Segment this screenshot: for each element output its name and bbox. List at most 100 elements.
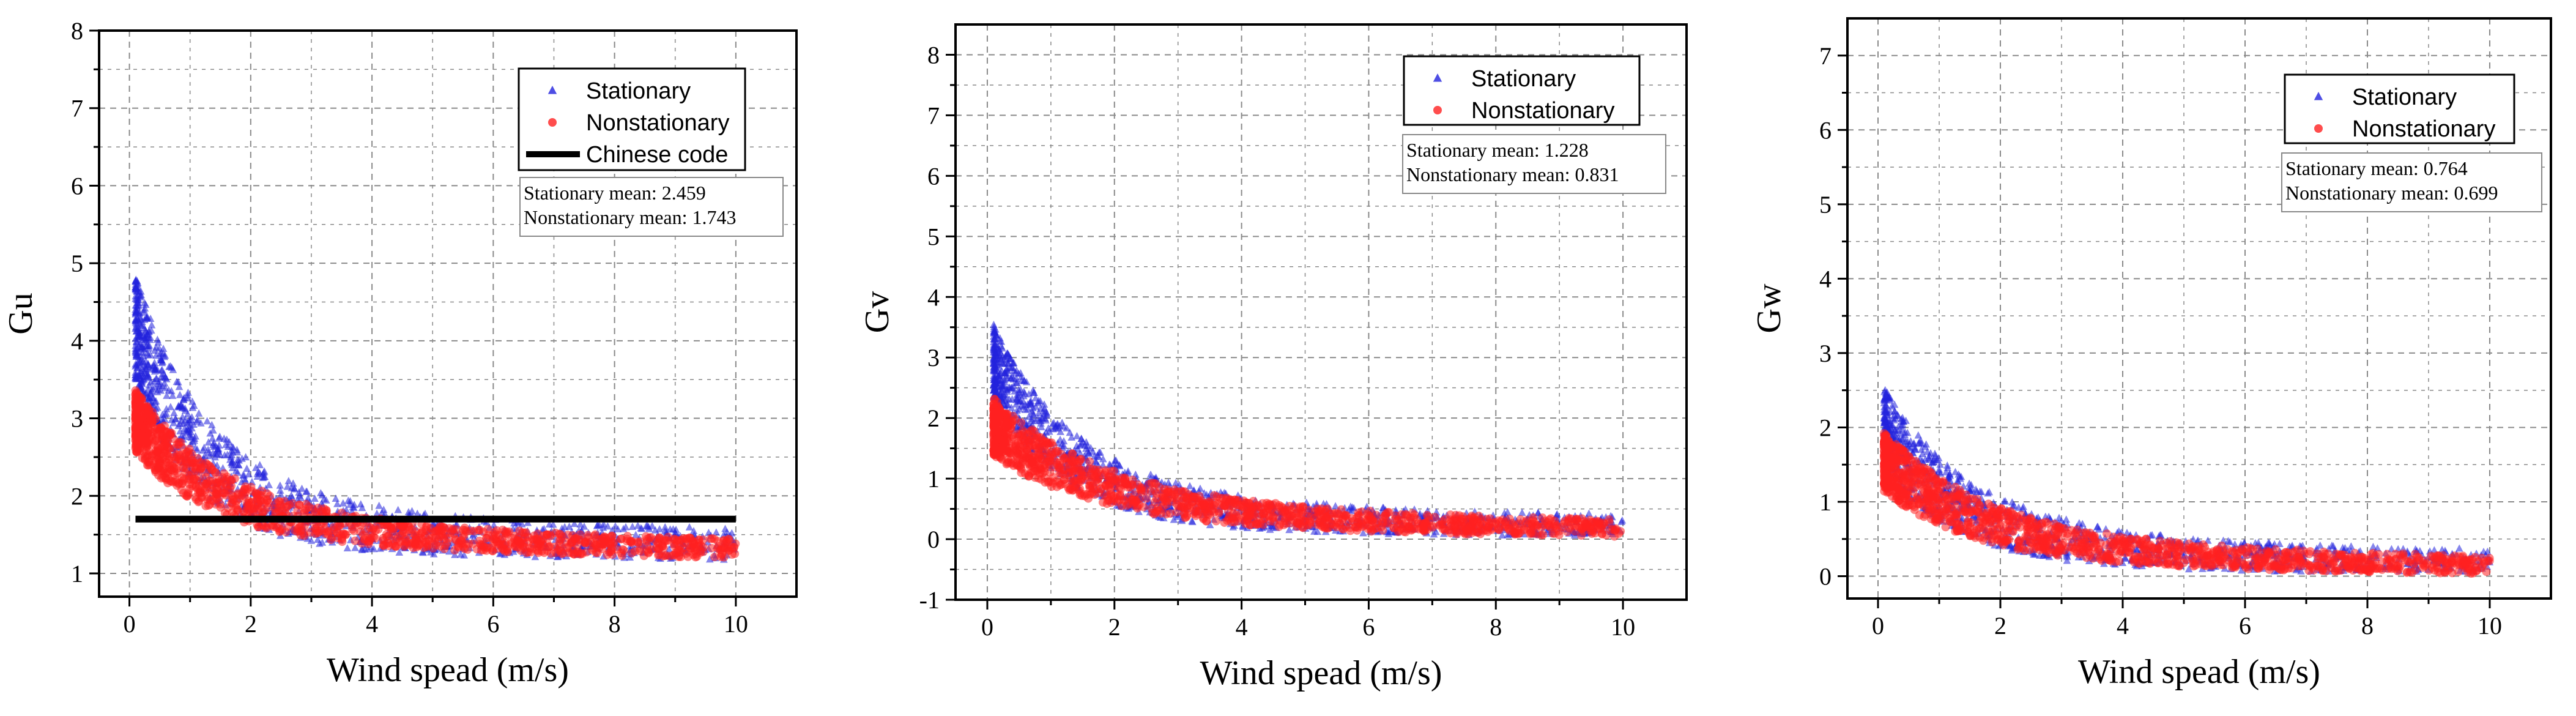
nonstationary-point — [1516, 515, 1525, 524]
nonstationary-point — [213, 479, 222, 488]
stationary-point — [276, 481, 284, 489]
stationary-point — [510, 519, 518, 527]
stationary-point — [228, 460, 236, 468]
nonstationary-point — [1256, 519, 1265, 528]
stationary-point — [240, 471, 248, 479]
stationary-point — [333, 499, 341, 507]
nonstationary-point — [1133, 504, 1142, 513]
nonstationary-point — [437, 526, 447, 535]
stationary-point — [209, 441, 217, 449]
stats-box: Stationary mean: 2.459 Nonstationary mea… — [519, 177, 784, 237]
stationary-point — [379, 505, 388, 513]
nonstationary-point — [133, 414, 143, 423]
stationary-point — [619, 524, 628, 532]
stationary-point — [287, 491, 295, 499]
nonstationary-point — [145, 419, 154, 428]
nonstationary-point — [300, 521, 309, 531]
stationary-point — [144, 334, 152, 341]
stationary-point — [728, 529, 736, 537]
stationary-point — [253, 469, 262, 477]
nonstationary-point — [257, 491, 266, 500]
nonstationary-point — [302, 499, 311, 509]
y-tick-label: 4 — [71, 327, 83, 355]
nonstationary-point — [247, 483, 256, 492]
nonstationary-point — [366, 523, 375, 532]
nonstationary-point — [193, 485, 202, 494]
nonstationary-point — [351, 536, 360, 545]
stationary-point — [358, 544, 366, 552]
stationary-point — [200, 443, 209, 451]
nonstationary-point — [228, 495, 237, 504]
stationary-point — [655, 524, 664, 532]
stationary-point — [256, 461, 264, 469]
nonstationary-point — [207, 487, 217, 496]
nonstationary-point — [618, 545, 628, 554]
stationary-point — [184, 393, 192, 401]
stationary-point — [139, 308, 148, 316]
nonstationary-point — [153, 441, 162, 450]
stationary-point — [144, 373, 153, 381]
nonstationary-point — [626, 537, 635, 546]
stationary-point — [166, 403, 175, 411]
nonstationary-point — [710, 553, 719, 562]
stationary-point — [147, 326, 155, 334]
stationary-point — [689, 527, 698, 535]
stationary-point — [132, 294, 139, 302]
stationary-point — [311, 494, 319, 502]
nonstationary-point — [1354, 508, 1363, 517]
nonstationary-point — [1266, 516, 1275, 526]
stationary-point — [665, 545, 673, 553]
nonstationary-point — [428, 543, 437, 553]
stationary-point — [215, 432, 224, 440]
stationary-point — [173, 378, 181, 386]
nonstationary-point — [1077, 469, 1086, 479]
stationary-point — [228, 442, 236, 450]
legend-label-stationary: Stationary — [586, 78, 691, 104]
nonstationary-point — [418, 535, 428, 544]
stationary-point — [661, 523, 669, 531]
stationary-point — [637, 524, 646, 532]
nonstationary-point — [653, 538, 663, 547]
stationary-point — [375, 501, 383, 509]
nonstationary-point — [568, 545, 577, 554]
nonstationary-point — [727, 542, 737, 551]
stationary-point — [628, 523, 637, 530]
nonstationary-point — [181, 455, 190, 464]
stationary-point — [593, 521, 602, 529]
stationary-point — [608, 526, 617, 534]
stationary-point — [179, 412, 187, 420]
nonstationary-point — [1318, 509, 1327, 518]
x-tick-label: 10 — [724, 610, 748, 638]
nonstationary-point — [151, 468, 160, 477]
stationary-point — [132, 337, 141, 345]
nonstationary-point — [281, 528, 291, 537]
legend-nonstationary-marker — [548, 118, 557, 127]
nonstationary-point — [673, 535, 682, 545]
nonstationary-point — [678, 543, 687, 553]
stationary-point — [190, 436, 198, 444]
stationary-point — [685, 523, 694, 531]
nonstationary-point — [607, 545, 616, 554]
stationary-point — [132, 308, 140, 316]
x-axis-title: Wind spead (m/s) — [327, 651, 569, 689]
stationary-point — [136, 340, 144, 347]
nonstationary-point — [185, 475, 194, 485]
stationary-point — [221, 441, 230, 449]
x-tick-label: 6 — [487, 610, 499, 638]
y-axis-title: Gu — [2, 293, 40, 334]
nonstationary-point — [240, 485, 250, 494]
nonstationary-point — [322, 505, 331, 515]
stationary-point — [152, 375, 161, 382]
stationary-point — [204, 438, 213, 446]
nonstationary-point — [264, 498, 273, 507]
stationary-point — [611, 522, 620, 530]
nonstationary-point — [599, 534, 608, 543]
stationary-point — [626, 553, 634, 561]
nonstationary-point — [1537, 531, 1546, 540]
y-tick-label: 6 — [71, 172, 83, 200]
nonstationary-point — [135, 397, 144, 406]
x-tick-label: 4 — [366, 610, 378, 638]
nonstationary-point — [215, 493, 224, 502]
stationary-point — [193, 417, 201, 425]
nonstationary-point — [327, 533, 336, 542]
